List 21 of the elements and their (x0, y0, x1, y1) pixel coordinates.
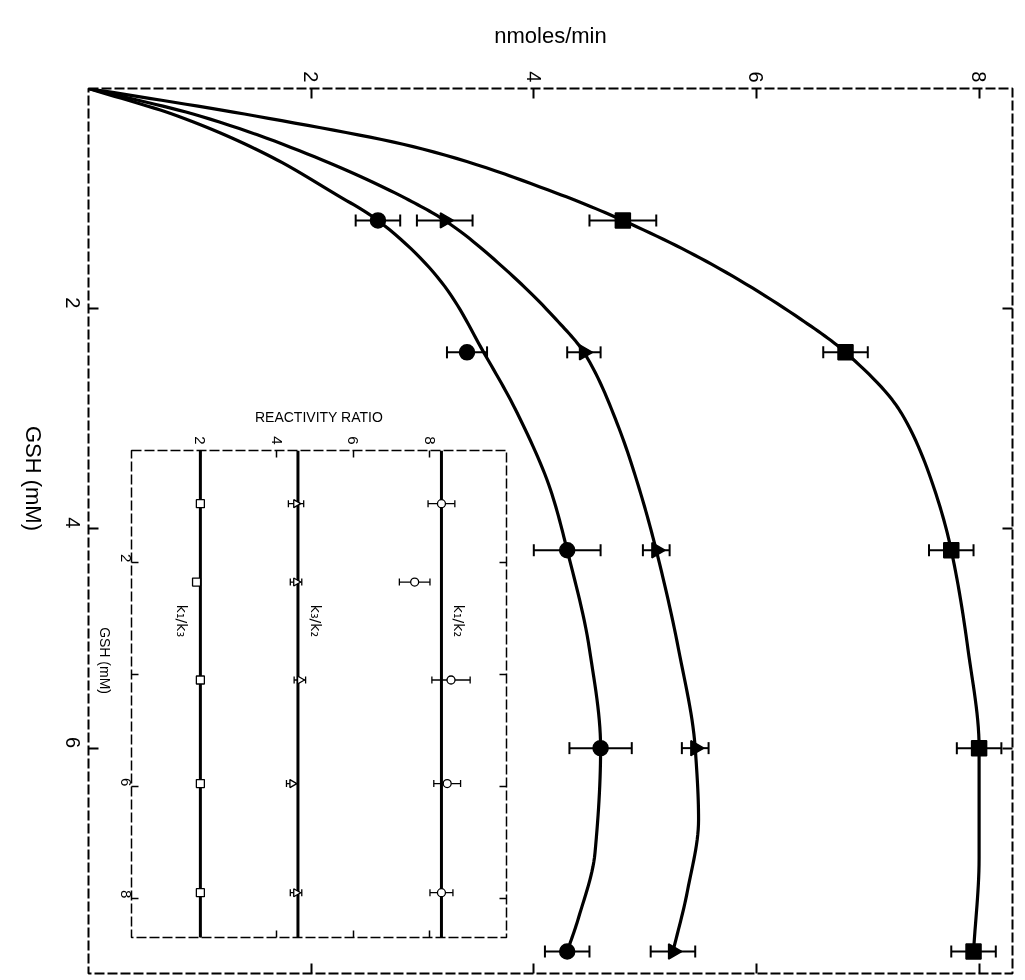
x-tick-label: 2 (300, 71, 323, 83)
x-tick-label: 2 (192, 436, 210, 445)
x-tick-label: 6 (745, 71, 768, 83)
x-tick-label: 8 (968, 71, 991, 83)
x-tick-label: 4 (522, 71, 545, 83)
y-tick-label: 6 (117, 778, 135, 787)
ref-line-label: k₃/k₂ (307, 604, 324, 638)
y-tick-label: 8 (117, 889, 135, 899)
x-axis-title: REACTIVITY RATIO (254, 409, 383, 426)
x-tick-label: 6 (345, 436, 363, 445)
y-axis-title: GSH (mM) (96, 627, 113, 695)
ref-line-label: k₁/k₃ (174, 604, 191, 638)
y-tick-label: 2 (117, 554, 135, 563)
y-tick-label: 6 (61, 737, 84, 749)
ref-line-label: k₁/k₂ (451, 604, 468, 638)
x-tick-label: 8 (421, 436, 439, 445)
y-axis-title: GSH (mM) (21, 425, 46, 531)
y-tick-label: 4 (61, 517, 84, 529)
x-axis-title: nmoles/min (494, 23, 607, 49)
x-tick-label: 4 (268, 436, 286, 445)
y-tick-label: 2 (61, 297, 84, 309)
